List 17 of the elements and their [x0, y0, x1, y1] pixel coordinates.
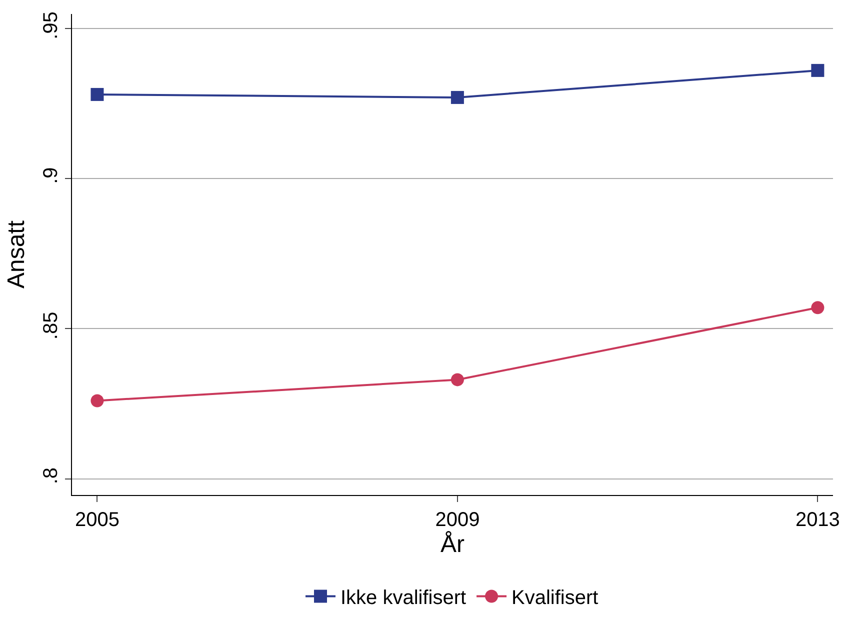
y-tick-label: .9: [40, 167, 62, 184]
legend-label: Kvalifisert: [512, 587, 599, 610]
point: [450, 373, 464, 386]
x-tick-label: 2005: [74, 509, 120, 531]
point: [90, 394, 104, 408]
y-tick-label: .95: [40, 12, 62, 40]
x-axis-title: År: [440, 531, 465, 558]
point: [450, 90, 464, 104]
point: [811, 64, 824, 77]
point: [90, 88, 104, 101]
x-tick-label: 2009: [435, 509, 480, 531]
y-axis-title: Ansatt: [3, 220, 30, 289]
y-tick-label: .85: [40, 312, 62, 340]
point: [811, 301, 824, 314]
x-tick-label: 2013: [795, 509, 840, 531]
y-tick-label: .8: [40, 467, 62, 484]
legend-label: Ikke kvalifisert: [340, 587, 467, 610]
